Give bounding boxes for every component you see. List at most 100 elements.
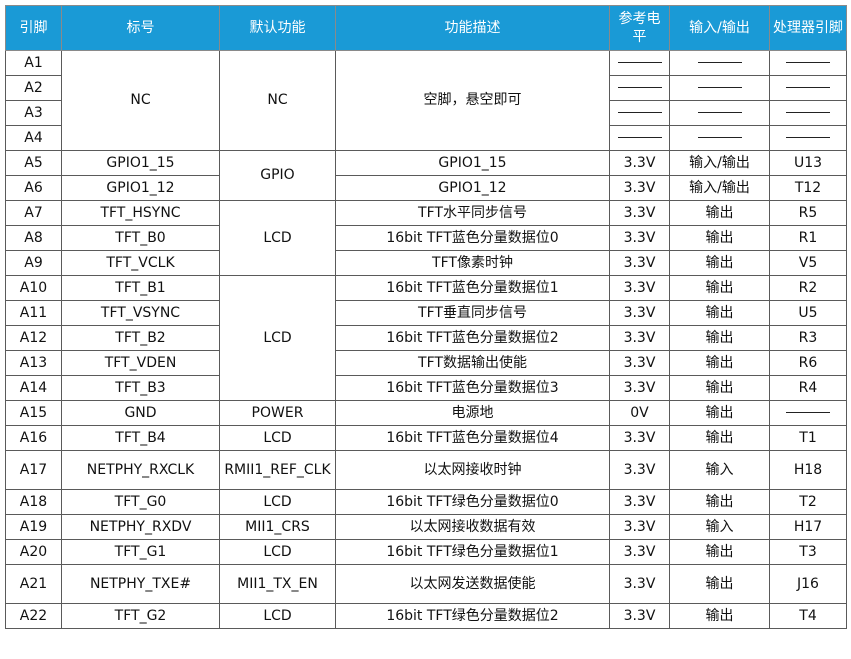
processor-pin-cell — [769, 75, 847, 101]
pin-cell: A15 — [5, 400, 62, 426]
direction-cell: 输入/输出 — [669, 150, 770, 176]
table-row: A17 NETPHY_RXCLK RMII1_REF_CLK 以太网接收时钟 3… — [5, 450, 847, 490]
table-row: A20 TFT_G1 LCD 16bit TFT绿色分量数据位1 3.3V 输出… — [5, 539, 847, 565]
default-function-cell: LCD — [219, 539, 336, 565]
direction-cell — [669, 75, 770, 101]
table-row: A1 NC NC 空脚，悬空即可 — [5, 50, 847, 151]
pin-cell: A11 — [5, 300, 62, 326]
processor-pin-cell: R4 — [769, 375, 847, 401]
default-function-cell: POWER — [219, 400, 336, 426]
header-pin: 引脚 — [5, 5, 62, 51]
reference-level-cell: 3.3V — [609, 150, 670, 176]
processor-pin-cell: H18 — [769, 450, 847, 490]
pin-cell: A19 — [5, 514, 62, 540]
direction-cell: 输入/输出 — [669, 175, 770, 201]
pin-cell: A3 — [5, 100, 62, 126]
direction-cell: 输出 — [669, 325, 770, 351]
empty-dash — [617, 87, 662, 88]
label-cell: TFT_VDEN — [61, 350, 220, 376]
label-cell: NETPHY_RXDV — [61, 514, 220, 540]
processor-pin-cell: T12 — [769, 175, 847, 201]
empty-dash — [786, 87, 830, 88]
function-description-cell: TFT数据输出使能 — [335, 350, 610, 376]
reference-level-cell: 3.3V — [609, 425, 670, 451]
empty-dash — [786, 137, 830, 138]
reference-level-cell: 3.3V — [609, 514, 670, 540]
function-description-cell: 16bit TFT蓝色分量数据位0 — [335, 225, 610, 251]
direction-cell: 输出 — [669, 225, 770, 251]
pin-cell: A10 — [5, 275, 62, 301]
direction-cell: 输入 — [669, 450, 770, 490]
table-row: A3 — [5, 100, 847, 126]
default-function-cell: GPIO — [219, 150, 336, 201]
reference-level-cell: 3.3V — [609, 603, 670, 629]
direction-cell: 输出 — [669, 539, 770, 565]
processor-pin-cell — [769, 50, 847, 76]
empty-dash — [617, 62, 662, 63]
reference-level-cell: 3.3V — [609, 539, 670, 565]
default-function-cell: NC — [219, 50, 336, 151]
label-cell: TFT_HSYNC — [61, 200, 220, 226]
pin-cell: A1 — [5, 50, 62, 76]
default-function-cell: LCD — [219, 200, 336, 276]
default-function-cell: MII1_CRS — [219, 514, 336, 540]
processor-pin-cell: T4 — [769, 603, 847, 629]
pin-cell: A22 — [5, 603, 62, 629]
reference-level-cell: 3.3V — [609, 350, 670, 376]
label-cell: TFT_B1 — [61, 275, 220, 301]
processor-pin-cell — [769, 400, 847, 426]
table-row: A8 TFT_B0 16bit TFT蓝色分量数据位0 3.3V 输出 R1 — [5, 225, 847, 251]
reference-level-cell: 3.3V — [609, 225, 670, 251]
direction-cell: 输出 — [669, 425, 770, 451]
table-row: A9 TFT_VCLK TFT像素时钟 3.3V 输出 V5 — [5, 250, 847, 276]
pin-cell: A18 — [5, 489, 62, 515]
function-description-cell: TFT水平同步信号 — [335, 200, 610, 226]
function-description-cell: TFT像素时钟 — [335, 250, 610, 276]
processor-pin-cell: H17 — [769, 514, 847, 540]
header-direction: 输入/输出 — [669, 5, 770, 51]
table-row: A13 TFT_VDEN TFT数据输出使能 3.3V 输出 R6 — [5, 350, 847, 376]
reference-level-cell: 3.3V — [609, 564, 670, 604]
default-function-cell: LCD — [219, 275, 336, 401]
default-function-cell: RMII1_REF_CLK — [219, 450, 336, 490]
pin-cell: A16 — [5, 425, 62, 451]
processor-pin-cell: R6 — [769, 350, 847, 376]
reference-level-cell: 3.3V — [609, 250, 670, 276]
processor-pin-cell: T3 — [769, 539, 847, 565]
reference-level-cell — [609, 75, 670, 101]
function-description-cell: 16bit TFT绿色分量数据位1 — [335, 539, 610, 565]
pin-cell: A2 — [5, 75, 62, 101]
label-cell: NC — [61, 50, 220, 151]
function-description-cell: 16bit TFT蓝色分量数据位4 — [335, 425, 610, 451]
label-cell: TFT_VSYNC — [61, 300, 220, 326]
pin-cell: A20 — [5, 539, 62, 565]
processor-pin-cell: U5 — [769, 300, 847, 326]
direction-cell: 输出 — [669, 400, 770, 426]
processor-pin-cell: V5 — [769, 250, 847, 276]
table-row: A11 TFT_VSYNC TFT垂直同步信号 3.3V 输出 U5 — [5, 300, 847, 326]
pin-cell: A5 — [5, 150, 62, 176]
label-cell: GPIO1_12 — [61, 175, 220, 201]
label-cell: TFT_B3 — [61, 375, 220, 401]
reference-level-cell: 0V — [609, 400, 670, 426]
pin-cell: A7 — [5, 200, 62, 226]
function-description-cell: 以太网接收数据有效 — [335, 514, 610, 540]
label-cell: TFT_G1 — [61, 539, 220, 565]
processor-pin-cell — [769, 125, 847, 151]
empty-dash — [786, 62, 830, 63]
empty-dash — [697, 137, 742, 138]
table-row: A7 TFT_HSYNC LCD TFT水平同步信号 3.3V 输出 R5 — [5, 200, 847, 276]
direction-cell: 输出 — [669, 603, 770, 629]
table-row: A21 NETPHY_TXE# MII1_TX_EN 以太网发送数据使能 3.3… — [5, 564, 847, 604]
processor-pin-cell: T2 — [769, 489, 847, 515]
default-function-cell: MII1_TX_EN — [219, 564, 336, 604]
function-description-cell: TFT垂直同步信号 — [335, 300, 610, 326]
label-cell: TFT_VCLK — [61, 250, 220, 276]
table-row: A6 GPIO1_12 GPIO1_12 3.3V 输入/输出 T12 — [5, 175, 847, 201]
default-function-cell: LCD — [219, 603, 336, 629]
empty-dash — [786, 412, 830, 413]
reference-level-cell: 3.3V — [609, 489, 670, 515]
label-cell: GND — [61, 400, 220, 426]
function-description-cell: 16bit TFT蓝色分量数据位1 — [335, 275, 610, 301]
label-cell: TFT_B4 — [61, 425, 220, 451]
